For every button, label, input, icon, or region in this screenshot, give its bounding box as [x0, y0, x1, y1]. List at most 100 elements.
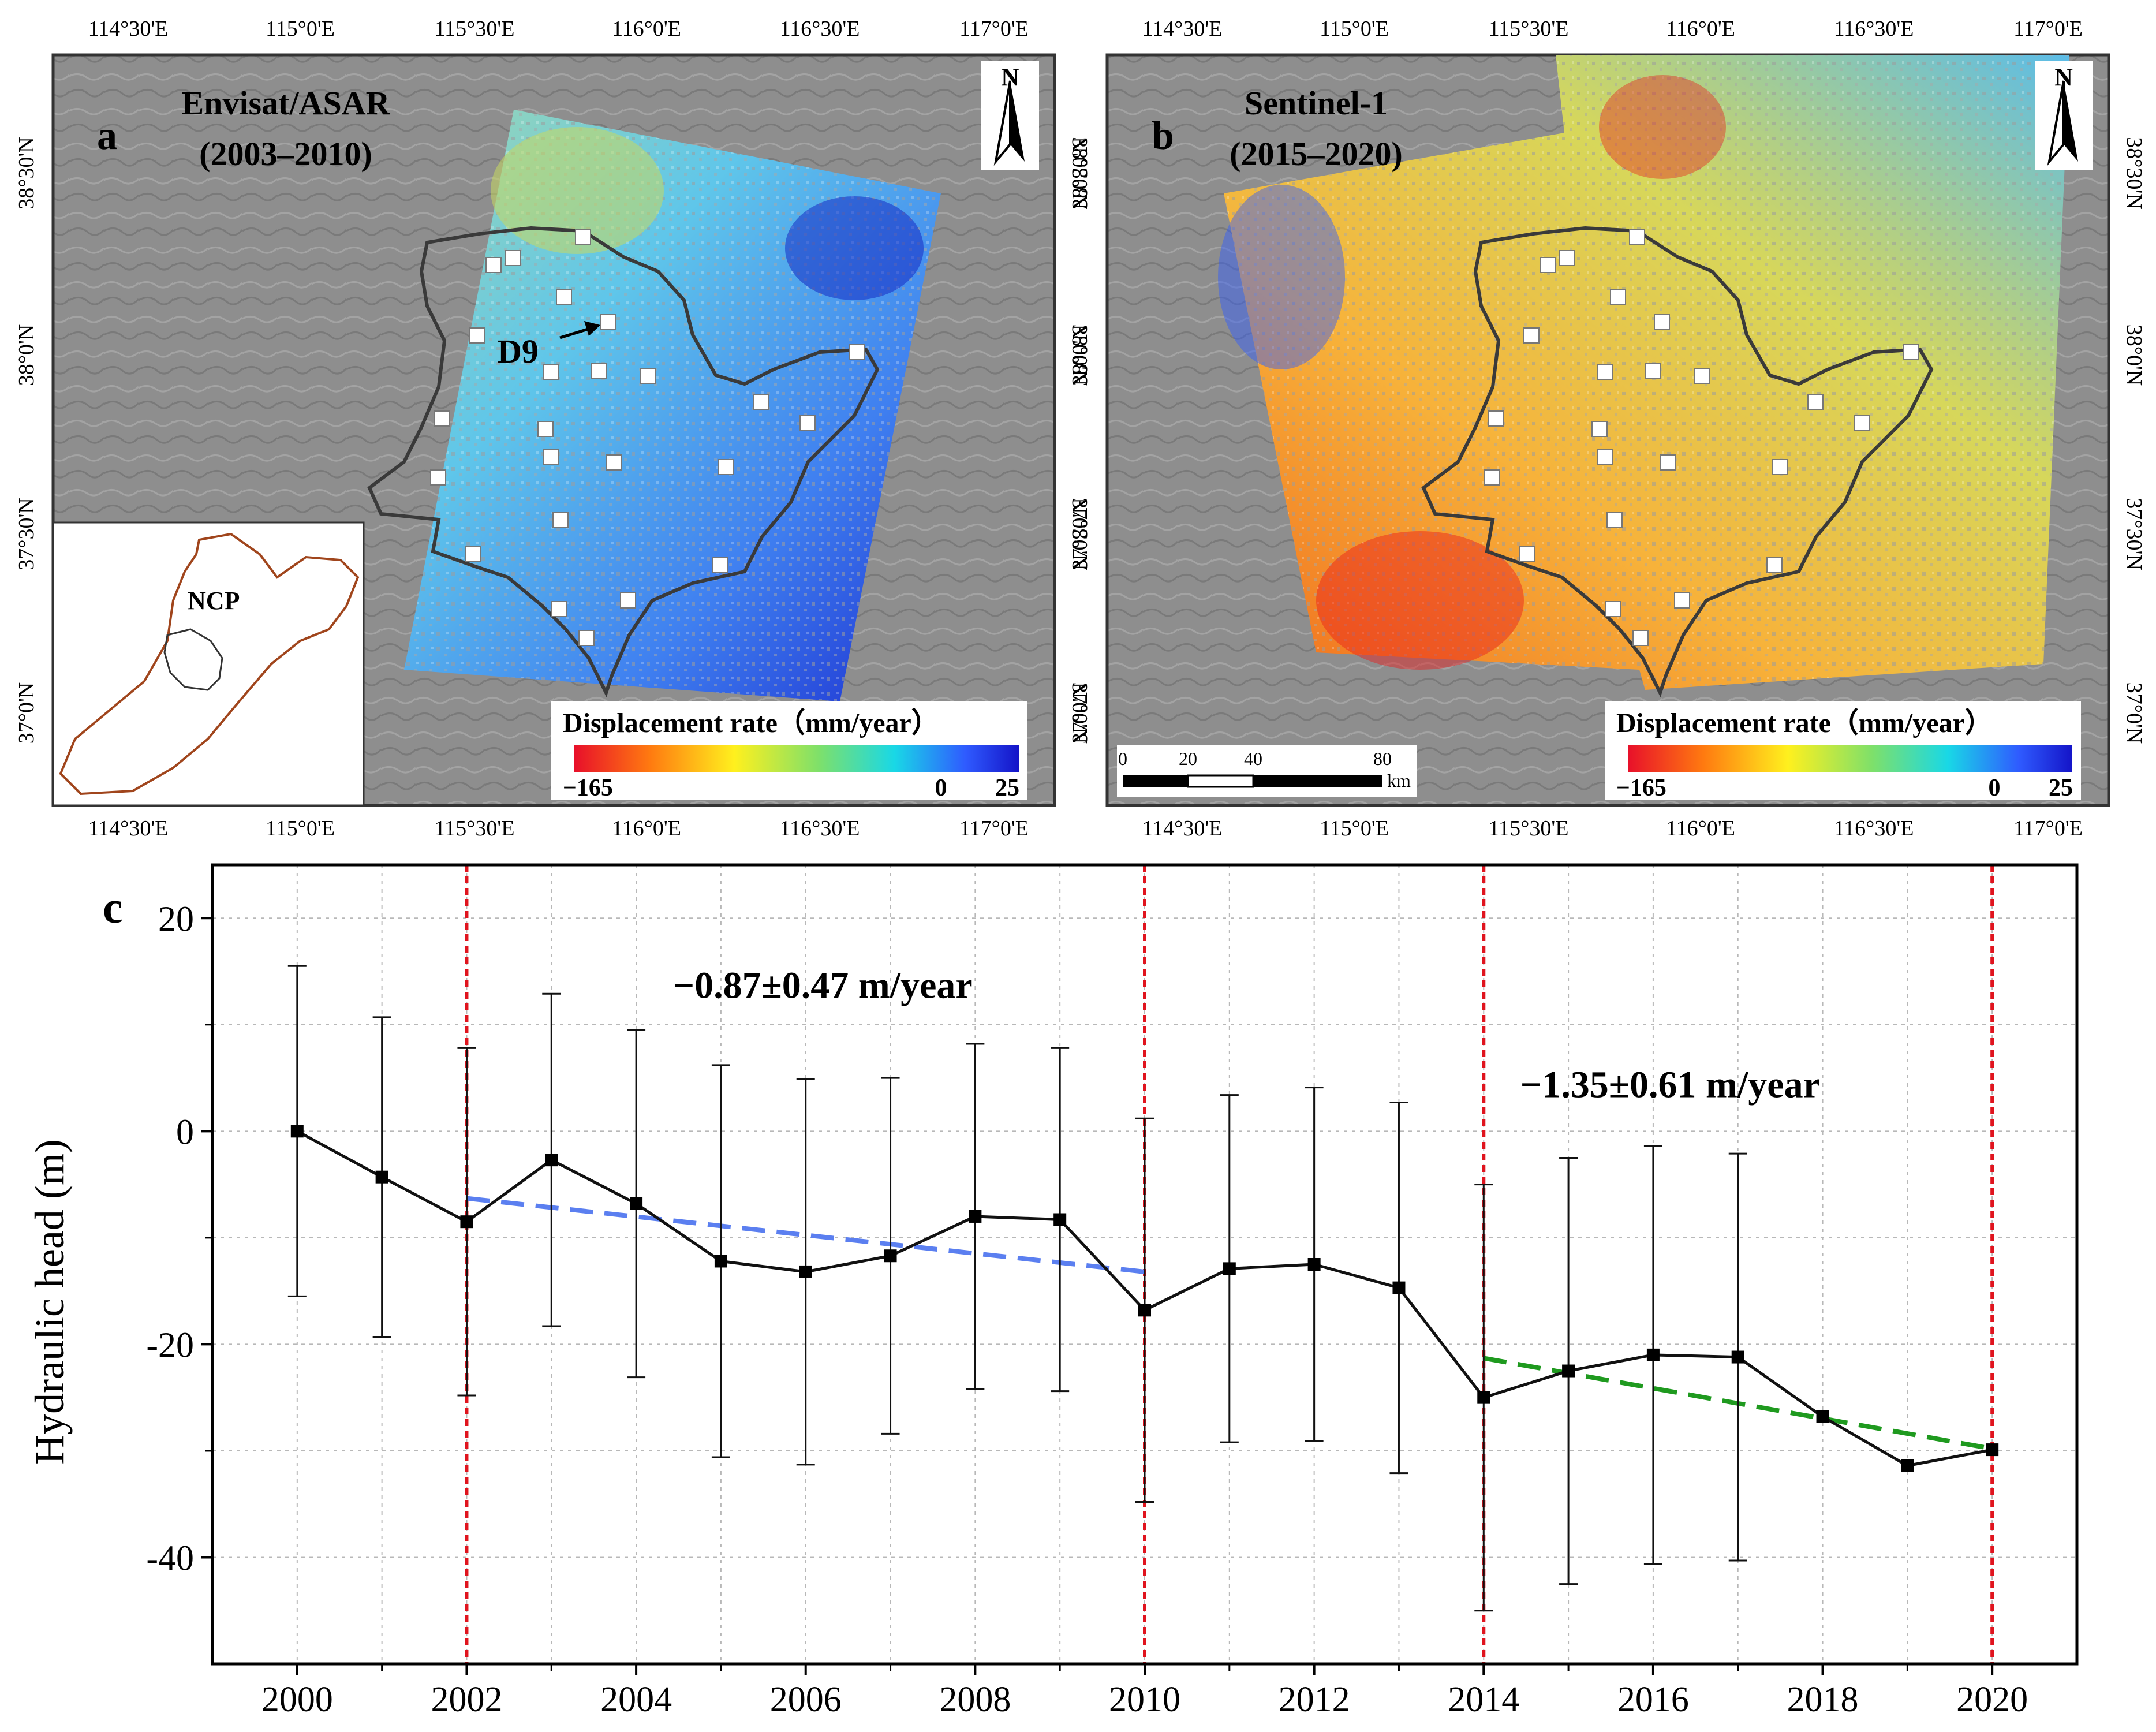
map-a-lon-tick: 115°30'E	[435, 17, 515, 41]
y-tick-label: -20	[146, 1326, 194, 1365]
data-point	[884, 1249, 897, 1263]
trend-label-1: −0.87±0.47 m/year	[672, 965, 972, 1007]
map-a-title-line1: Envisat/ASAR	[182, 84, 391, 122]
map-b-lat-tick: 37°0'N	[1068, 682, 1092, 744]
map-a-lon-tick: 114°30'E	[88, 816, 169, 841]
x-tick-label: 2012	[1279, 1680, 1350, 1719]
map-b-lon-ticks-top: 114°30'E 115°0'E 115°30'E 116°0'E 116°30…	[1142, 17, 2083, 41]
map-a-letter: a	[97, 114, 117, 158]
map-a-lon-tick: 114°30'E	[88, 17, 169, 41]
map-a-study-boundary	[367, 226, 880, 697]
data-point	[630, 1197, 643, 1210]
map-b-letter: b	[1152, 114, 1174, 158]
chart-letter: c	[103, 882, 123, 932]
ncp-label: NCP	[188, 587, 240, 615]
map-b-lon-tick: 116°30'E	[1834, 17, 1914, 41]
map-a-lat-ticks-left: 38°30'N 38°0'N 37°30'N 37°0'N	[14, 137, 39, 744]
data-point	[1986, 1443, 1999, 1457]
x-tick-label: 2020	[1956, 1680, 2028, 1719]
map-b-lat-tick: 37°30'N	[2122, 498, 2146, 570]
map-b-lon-tick: 116°30'E	[1834, 816, 1914, 841]
data-point	[290, 1125, 304, 1138]
map-b-lon-tick: 115°30'E	[1489, 17, 1569, 41]
map-a-lon-ticks-bottom: 114°30'E 115°0'E 115°30'E 116°0'E 116°30…	[88, 816, 1029, 841]
data-point	[1816, 1410, 1829, 1423]
data-point	[1223, 1262, 1236, 1275]
map-b-lat-tick: 38°0'N	[2122, 324, 2146, 386]
map-b-legend-min: −165	[1616, 775, 1666, 801]
data-point	[1392, 1281, 1406, 1294]
map-a-lat-tick: 38°0'N	[1067, 324, 1092, 386]
map-b-lat-ticks-left: 38°30'N 38°0'N 37°30'N 37°0'N	[1068, 137, 1092, 744]
d9-pointer-line	[559, 326, 592, 339]
map-b-lon-tick: 114°30'E	[1142, 17, 1223, 41]
map-b-lat-tick: 38°0'N	[1068, 324, 1092, 386]
map-b-lat-tick: 37°30'N	[1068, 498, 1092, 570]
map-a-lat-tick: 37°0'N	[14, 682, 39, 744]
d9-label: D9	[498, 333, 539, 370]
data-point	[799, 1265, 812, 1278]
map-b-lon-tick: 115°0'E	[1320, 816, 1389, 841]
map-b-lon-tick: 116°0'E	[1666, 17, 1735, 41]
data-point	[1053, 1213, 1067, 1226]
trend-label-2: −1.35±0.61 m/year	[1520, 1063, 1820, 1106]
data-point	[1901, 1459, 1914, 1472]
x-tick-label: 2014	[1448, 1680, 1519, 1719]
x-tick-label: 2004	[600, 1680, 672, 1719]
ncp-outline	[59, 532, 360, 796]
map-a-lon-tick: 115°0'E	[266, 816, 335, 841]
chart-plot-area: 2000 2002 2004 2006 2008 2010 2012 2014 2016 2018…	[146, 863, 2079, 1719]
data-point	[460, 1215, 473, 1229]
map-b-legend-title: Displacement rate（mm/year）	[1616, 708, 1993, 738]
map-b-lat-tick: 37°0'N	[2122, 682, 2146, 744]
map-b-legend: Displacement rate（mm/year） −165 0 25	[1605, 701, 2081, 801]
d9-arrow-icon	[584, 321, 600, 336]
map-a-north-label: N	[1001, 63, 1019, 91]
data-point	[969, 1210, 982, 1223]
map-b-colorbar	[1628, 745, 2072, 772]
map-b-lat-tick: 38°30'N	[1068, 137, 1092, 210]
trend-line-1	[466, 1196, 1145, 1274]
x-tick-label: 2010	[1109, 1680, 1180, 1719]
data-point	[375, 1170, 388, 1184]
map-a-north-arrow-icon: N	[981, 61, 1039, 170]
map-b-lon-tick: 116°0'E	[1666, 816, 1735, 841]
map-a-lat-tick: 38°30'N	[1067, 137, 1092, 210]
map-a-lon-tick: 116°0'E	[612, 816, 681, 841]
scale-label: 20	[1179, 748, 1197, 769]
data-point	[545, 1154, 558, 1167]
map-a-legend: Displacement rate（mm/year） −165 0 25	[551, 701, 1027, 801]
map-b-red-zone-sw	[1316, 531, 1524, 670]
x-tick-label: 2016	[1617, 1680, 1689, 1719]
map-b-lon-ticks-bottom: 114°30'E 115°0'E 115°30'E 116°0'E 116°30…	[1142, 816, 2083, 841]
map-b-blue-zone-w	[1218, 185, 1345, 369]
data-point	[1562, 1364, 1575, 1378]
map-b-lon-tick: 117°0'E	[2013, 816, 2083, 841]
map-a-lat-tick: 37°30'N	[14, 498, 39, 570]
x-tick-label: 2000	[261, 1680, 333, 1719]
map-a-lon-tick: 117°0'E	[959, 816, 1029, 841]
map-a-deep-blue-zone	[785, 196, 924, 300]
map-b-wells	[1484, 229, 1919, 646]
map-b-title-line2: (2015–2020)	[1230, 135, 1403, 173]
map-a-lon-tick: 115°30'E	[435, 816, 515, 841]
chart-ylabel: Hydraulic head (m)	[27, 1139, 73, 1465]
map-a-lon-tick: 116°30'E	[780, 816, 860, 841]
map-a-lon-tick: 116°0'E	[612, 17, 681, 41]
map-b-legend-zero: 0	[1989, 775, 2001, 801]
map-a-lon-tick: 117°0'E	[959, 17, 1029, 41]
map-b-north-arrow-icon: N	[2035, 61, 2093, 170]
data-point	[1138, 1304, 1151, 1317]
map-a-legend-zero: 0	[935, 775, 947, 801]
scale-label: 40	[1244, 748, 1262, 769]
y-tick-label: -40	[146, 1539, 194, 1578]
map-b-lon-tick: 117°0'E	[2013, 17, 2083, 41]
map-b-title-line1: Sentinel-1	[1245, 84, 1388, 122]
map-a-wells	[430, 229, 865, 646]
map-a-title-line2: (2003–2010)	[199, 135, 372, 173]
scale-label: 0	[1118, 748, 1127, 769]
map-a-yellow-zone	[491, 127, 664, 254]
map-b-lat-tick: 38°30'N	[2122, 137, 2146, 210]
map-a-lat-tick: 37°30'N	[1067, 498, 1092, 570]
